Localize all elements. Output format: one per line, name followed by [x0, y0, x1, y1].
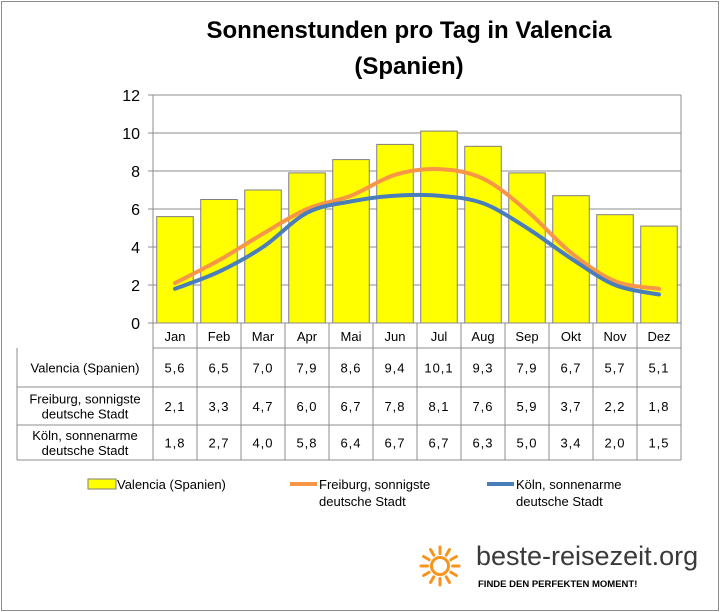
- sun-ray: [429, 575, 436, 584]
- sun-ray: [429, 548, 436, 557]
- row-label: Freiburg, sonnigste: [29, 392, 140, 407]
- bar-dez: [640, 225, 678, 324]
- data-label: 2,0: [604, 436, 625, 451]
- x-tick-label: Aug: [471, 329, 494, 344]
- sun-ray: [444, 548, 451, 557]
- brand-site-name: beste-reisezeit.org: [476, 541, 698, 571]
- legend-label: deutsche Stadt: [516, 494, 603, 509]
- data-label: 5,7: [604, 361, 625, 376]
- y-axis: 0 2 4 6 8 10 12: [122, 88, 682, 333]
- sun-ray: [444, 575, 451, 584]
- data-label: 8,1: [428, 399, 449, 414]
- data-label: 6,5: [208, 361, 229, 376]
- row-label: deutsche Stadt: [42, 443, 129, 458]
- data-label: 6,7: [428, 436, 449, 451]
- sun-ray: [422, 570, 431, 577]
- y-tick-label: 2: [131, 278, 140, 295]
- legend-swatch: [87, 478, 117, 490]
- legend-label: Köln, sonnenarme: [516, 477, 622, 492]
- x-tick-label: Nov: [603, 329, 627, 344]
- chart-title-line-2: (Spanien): [354, 53, 463, 80]
- data-label: 3,7: [560, 399, 581, 414]
- data-table: Jan Feb Mar Apr Mai Jun Jul Aug Sep Okt Nov Dez Vale…: [16, 322, 682, 461]
- data-label: 2,2: [604, 399, 625, 414]
- x-tick-label: Dez: [647, 329, 670, 344]
- row-label: deutsche Stadt: [42, 407, 129, 422]
- data-label: 7,0: [252, 361, 273, 376]
- data-label: 5,1: [648, 361, 669, 376]
- x-tick-label: Okt: [561, 329, 582, 344]
- sun-ray: [449, 570, 458, 577]
- y-tick-label: 6: [131, 202, 140, 219]
- y-tick-label: 12: [122, 88, 140, 105]
- sun-core: [430, 556, 450, 576]
- legend-label: Valencia (Spanien): [117, 477, 226, 492]
- data-label: 3,3: [208, 399, 229, 414]
- data-label: 3,4: [560, 436, 581, 451]
- x-tick-label: Feb: [208, 329, 230, 344]
- data-label: 8,6: [340, 361, 361, 376]
- data-label: 9,4: [384, 361, 405, 376]
- data-label: 6,4: [340, 436, 361, 451]
- data-label: 6,3: [472, 436, 493, 451]
- data-label: 2,7: [208, 436, 229, 451]
- data-label: 6,7: [384, 436, 405, 451]
- sun-ray: [449, 555, 458, 562]
- data-label: 9,3: [472, 361, 493, 376]
- brand-tagline: FINDE DEN PERFEKTEN MOMENT!: [478, 579, 637, 590]
- x-tick-label: Mar: [252, 329, 275, 344]
- data-label: 7,9: [516, 361, 537, 376]
- data-label: 1,5: [648, 436, 669, 451]
- bar-nov: [596, 214, 634, 324]
- data-label: 4,0: [252, 436, 273, 451]
- data-label: 6,7: [560, 361, 581, 376]
- branding-logo[interactable]: beste-reisezeit.org FINDE DEN PERFEKTEN …: [419, 541, 698, 590]
- data-label: 7,6: [472, 399, 493, 414]
- x-tick-label: Jan: [165, 329, 186, 344]
- bar-sep: [508, 172, 546, 324]
- legend-label: deutsche Stadt: [319, 494, 406, 509]
- chart-title-line-1: Sonnenstunden pro Tag in Valencia: [207, 17, 613, 44]
- data-label: 1,8: [648, 399, 669, 414]
- bar-series: [156, 130, 678, 324]
- data-label: 6,7: [340, 399, 361, 414]
- y-tick-label: 4: [131, 240, 140, 257]
- x-tick-label: Sep: [515, 329, 538, 344]
- bar-apr: [288, 172, 326, 324]
- data-label: 4,7: [252, 399, 273, 414]
- data-label: 5,9: [516, 399, 537, 414]
- data-label: 2,1: [164, 399, 185, 414]
- row-label: Valencia (Spanien): [31, 361, 140, 376]
- sun-icon: [419, 545, 461, 587]
- data-label: 10,1: [424, 361, 453, 376]
- data-label: 5,0: [516, 436, 537, 451]
- x-tick-label: Jul: [431, 329, 448, 344]
- line-series-1: [173, 166, 661, 291]
- y-tick-label: 0: [131, 316, 140, 333]
- data-label: 5,6: [164, 361, 185, 376]
- bar-jul: [420, 130, 458, 324]
- data-label: 5,8: [296, 436, 317, 451]
- line-series: [173, 166, 661, 297]
- data-label: 7,8: [384, 399, 405, 414]
- legend-label: Freiburg, sonnigste: [319, 477, 430, 492]
- data-label: 7,9: [296, 361, 317, 376]
- data-label: 6,0: [296, 399, 317, 414]
- x-tick-label: Mai: [341, 329, 362, 344]
- x-tick-label: Apr: [297, 329, 318, 344]
- line-series-2: [173, 192, 661, 297]
- bar-mai: [332, 159, 370, 324]
- sun-ray: [422, 555, 431, 562]
- row-label: Köln, sonnenarme: [32, 428, 138, 443]
- x-tick-label: Jun: [385, 329, 406, 344]
- y-tick-label: 10: [122, 126, 140, 143]
- legend: Valencia (Spanien) Freiburg, sonnigste deu…: [87, 477, 622, 509]
- bar-jan: [156, 216, 194, 324]
- data-label: 1,8: [164, 436, 185, 451]
- y-tick-label: 8: [131, 164, 140, 181]
